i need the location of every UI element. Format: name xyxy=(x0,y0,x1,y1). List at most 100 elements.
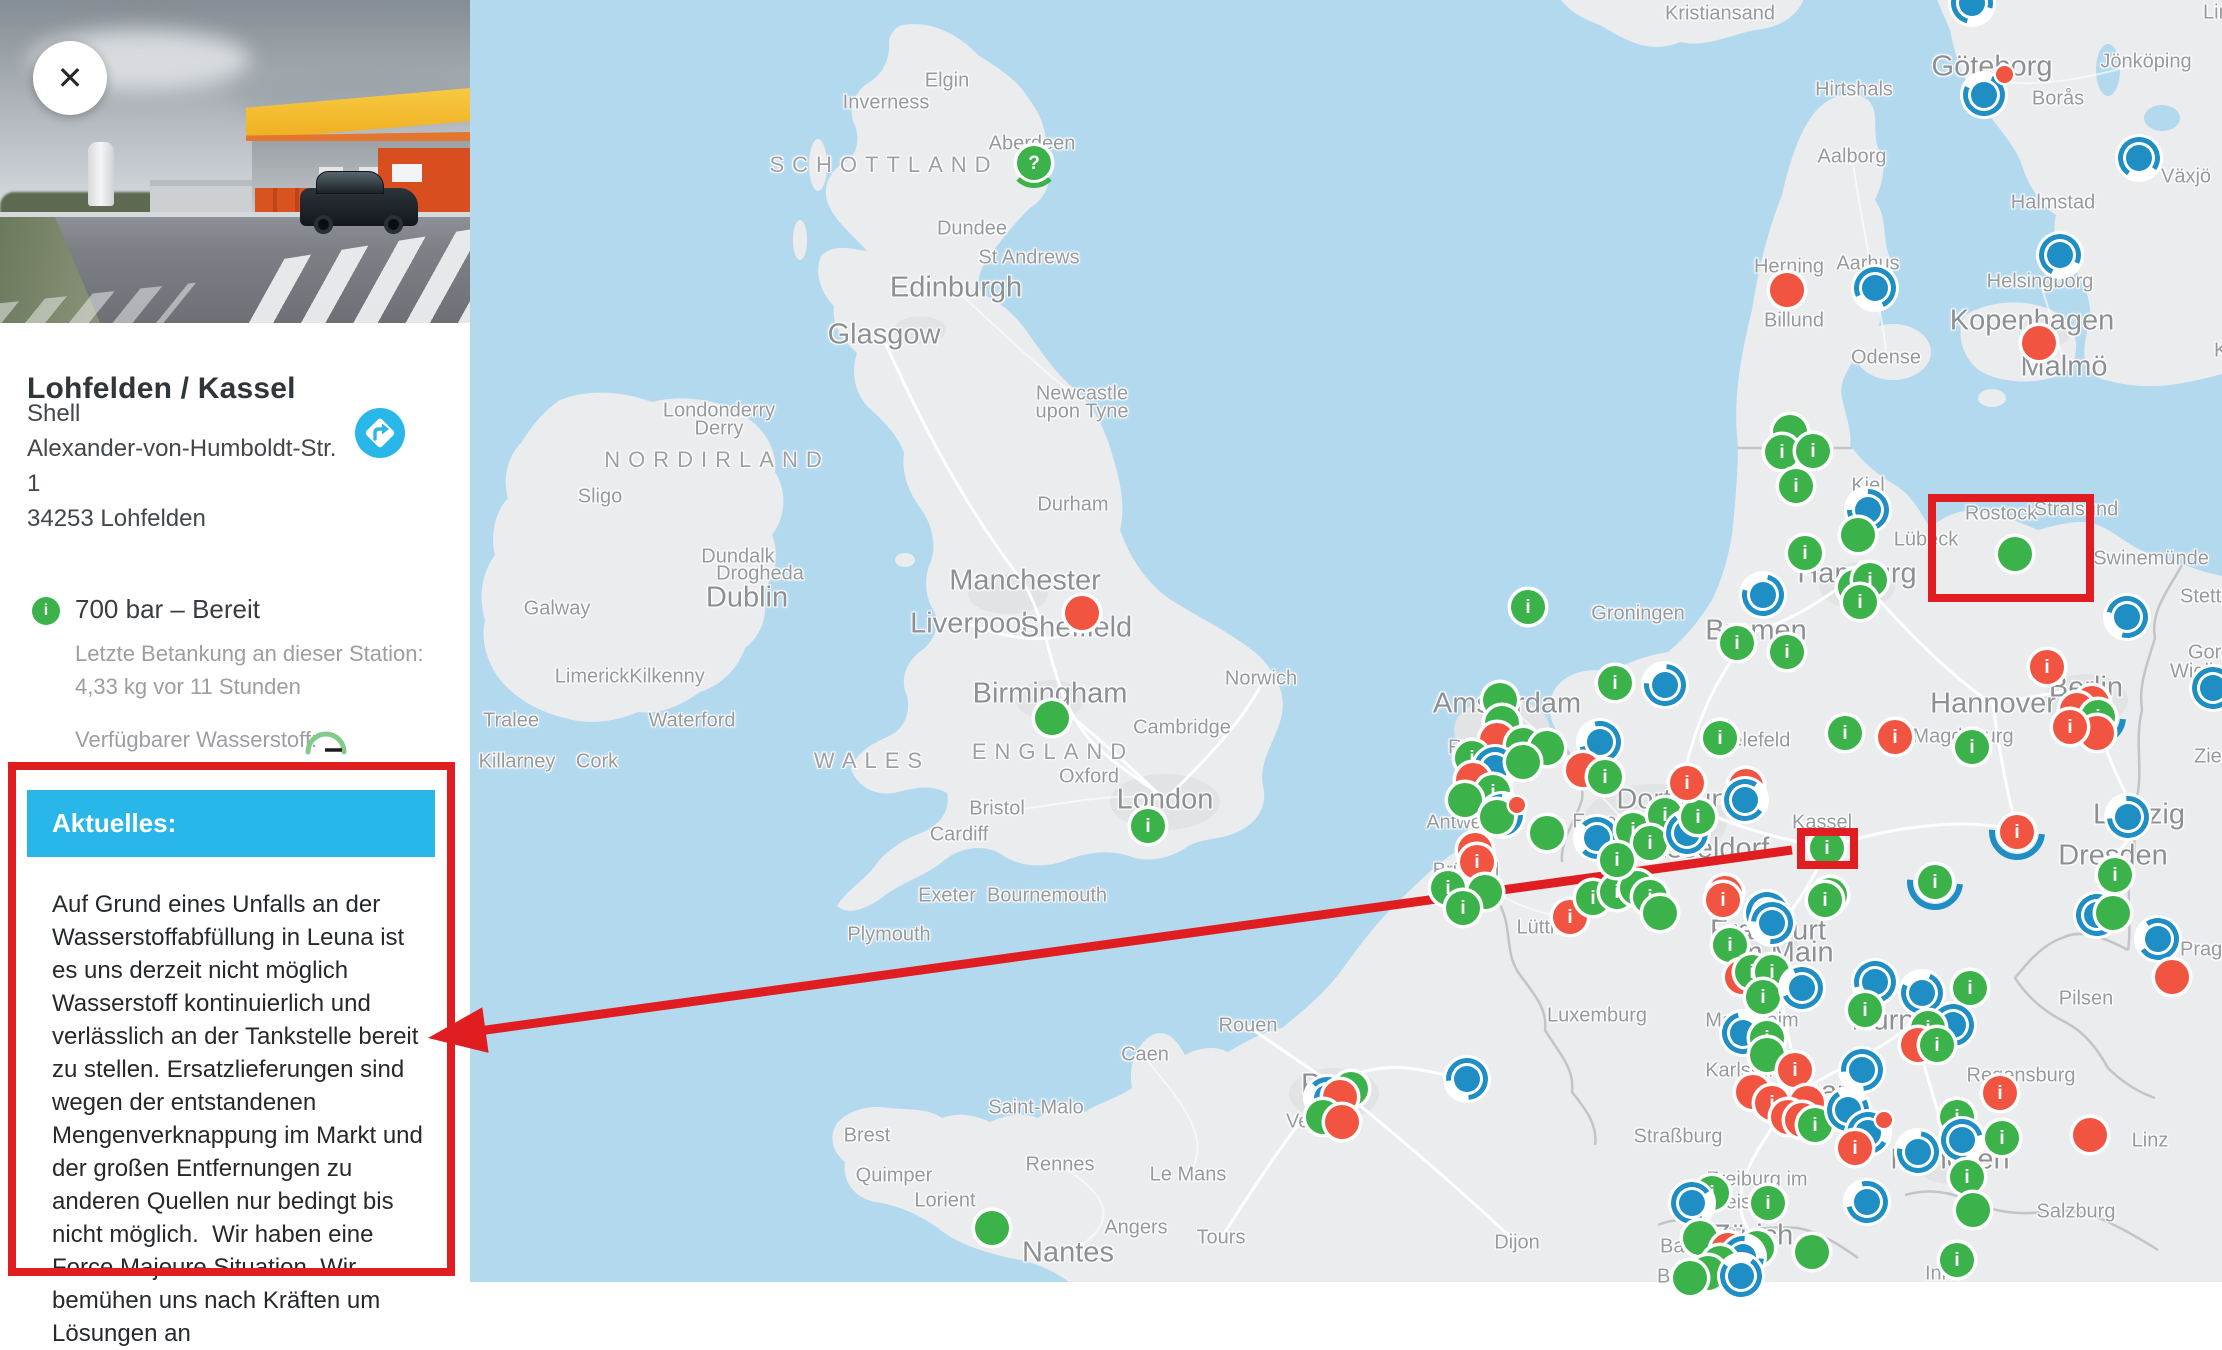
map-marker-g[interactable]: i xyxy=(1848,993,1882,1027)
map-marker-r[interactable]: i xyxy=(2053,710,2087,744)
map-marker-b[interactable] xyxy=(1838,1173,1896,1231)
map-marker-g[interactable]: i xyxy=(1808,883,1842,917)
map-label: Derry xyxy=(694,417,744,440)
map-marker-b[interactable] xyxy=(2188,663,2222,713)
close-button[interactable]: ✕ xyxy=(33,41,107,115)
map-marker-r[interactable]: i xyxy=(2030,650,2064,684)
map-marker-b[interactable] xyxy=(1943,0,2001,32)
map-marker-b[interactable] xyxy=(1933,1111,1991,1169)
map-marker-b[interactable] xyxy=(2098,787,2158,847)
map-marker-gp[interactable] xyxy=(1448,783,1482,817)
map-marker-g[interactable]: i xyxy=(2098,858,2132,892)
map-marker-r[interactable]: i xyxy=(1670,766,1704,800)
map-marker-g[interactable]: i xyxy=(1770,635,1804,669)
map-marker-rp[interactable] xyxy=(1065,596,1099,630)
map-marker-b[interactable] xyxy=(1957,66,2013,122)
map-label: Hannover xyxy=(1930,687,2056,720)
map-marker-gp[interactable] xyxy=(975,1211,1009,1245)
map-marker-g[interactable]: i xyxy=(1940,1243,1974,1277)
news-header-label: Aktuelles: xyxy=(52,808,177,838)
map-marker-gp[interactable] xyxy=(1530,816,1564,850)
map-marker-b[interactable] xyxy=(1742,893,1802,953)
map-marker-g[interactable]: i xyxy=(1681,800,1715,834)
map-marker-gp[interactable] xyxy=(1998,537,2032,571)
map-marker-b[interactable] xyxy=(1888,1122,1948,1182)
map-label: Caen xyxy=(1121,1043,1169,1066)
directions-icon xyxy=(365,418,395,448)
map-label: London xyxy=(1116,783,1214,816)
station-title: Lohfelden / Kassel xyxy=(27,372,296,406)
map-label: Manchester xyxy=(949,564,1101,597)
map-marker-g[interactable]: i xyxy=(1843,585,1877,619)
map-marker-g[interactable]: i xyxy=(1779,469,1813,503)
map-marker-g[interactable]: i xyxy=(1746,980,1780,1014)
map-label: Ba xyxy=(1660,1235,1685,1258)
map-marker-g[interactable]: i xyxy=(1796,434,1830,468)
map-marker-gp[interactable] xyxy=(1506,745,1540,779)
map-marker-rp[interactable] xyxy=(1770,273,1804,307)
map-marker-g[interactable]: i xyxy=(1633,826,1667,860)
map-marker-r[interactable]: i xyxy=(1838,1131,1872,1165)
map-marker-gp[interactable] xyxy=(2096,896,2130,930)
map-marker-g[interactable]: i xyxy=(1953,971,1987,1005)
map-marker-gp[interactable] xyxy=(1956,1193,1990,1227)
map-marker-g[interactable]: i xyxy=(1598,666,1632,700)
map-marker-r[interactable]: i xyxy=(1977,792,2057,872)
map-marker-b[interactable] xyxy=(2133,914,2183,964)
map-canvas[interactable]: KristiansandLinköpingGöteborgJönköpingHi… xyxy=(428,0,2222,1301)
map-marker-b[interactable] xyxy=(1720,775,1770,825)
map-marker-g[interactable]: i xyxy=(1600,843,1634,877)
map-marker-r[interactable]: i xyxy=(1878,720,1912,754)
marker-alert-badge xyxy=(1996,66,2013,83)
map-marker-g[interactable]: i xyxy=(1751,1186,1785,1220)
map-marker-b[interactable] xyxy=(2098,588,2156,646)
map-marker-gp[interactable] xyxy=(1643,896,1677,930)
map-marker-b[interactable] xyxy=(1716,1251,1766,1301)
map-marker-g[interactable]: i xyxy=(1810,831,1844,865)
map-marker-r[interactable]: i xyxy=(1706,883,1740,917)
map-marker-r[interactable]: i xyxy=(1983,1076,2017,1110)
map-marker-g[interactable]: i xyxy=(1985,1121,2019,1155)
map-marker-b[interactable] xyxy=(1734,566,1792,624)
map-marker-b[interactable] xyxy=(1437,1049,1497,1109)
map-marker-b[interactable] xyxy=(2114,133,2164,183)
map-marker-g[interactable]: i xyxy=(1828,716,1862,750)
map-marker-gp[interactable] xyxy=(1795,1235,1829,1269)
map-marker-gp[interactable] xyxy=(1480,800,1514,834)
h2-gauge-icon xyxy=(305,731,347,755)
map-marker-b[interactable] xyxy=(2033,228,2087,282)
map-marker-g[interactable]: i xyxy=(1765,435,1799,469)
map-marker-r[interactable]: i xyxy=(1778,1053,1812,1087)
map-marker-g[interactable]: i xyxy=(1920,1028,1954,1062)
map-label: Zielona Góra xyxy=(2194,745,2222,768)
map-label: Oxford xyxy=(1058,765,1120,788)
map-label: Växjö xyxy=(2160,165,2212,188)
map-marker-g[interactable]: i xyxy=(1720,626,1754,660)
map-marker-gp[interactable] xyxy=(1673,1261,1707,1295)
map-marker-b[interactable] xyxy=(1635,655,1695,715)
map-marker-gp[interactable] xyxy=(1841,518,1875,552)
map-marker-g[interactable]: i xyxy=(1588,760,1622,794)
map-marker-r[interactable]: i xyxy=(1460,845,1494,879)
map-marker-g[interactable]: i xyxy=(1131,809,1165,843)
map-marker-dot[interactable] xyxy=(1509,797,1525,813)
map-marker-g[interactable]: i xyxy=(1950,1160,1984,1194)
map-marker-b[interactable] xyxy=(1667,1178,1717,1228)
map-marker-b[interactable] xyxy=(1848,261,1902,315)
map-marker-b[interactable] xyxy=(1775,961,1829,1015)
map-marker-g[interactable]: i xyxy=(1511,590,1545,624)
map-marker-dot[interactable] xyxy=(1876,1112,1892,1128)
map-marker-g[interactable]: i xyxy=(1788,536,1822,570)
photo-building xyxy=(150,180,270,212)
map-marker-g[interactable]: i xyxy=(1895,842,1975,922)
map-marker-gp[interactable] xyxy=(1035,701,1069,735)
map-marker-g[interactable]: i xyxy=(1955,730,1989,764)
map-marker-gq[interactable]: ? xyxy=(1009,146,1059,188)
map-marker-rp[interactable] xyxy=(1325,1105,1359,1139)
directions-button[interactable] xyxy=(355,408,405,458)
map-marker-rp[interactable] xyxy=(2073,1118,2107,1152)
map-marker-g[interactable]: i xyxy=(1446,891,1480,925)
map-marker-rp[interactable] xyxy=(2022,326,2056,360)
map-marker-rp[interactable] xyxy=(2155,960,2189,994)
map-marker-g[interactable]: i xyxy=(1703,721,1737,755)
